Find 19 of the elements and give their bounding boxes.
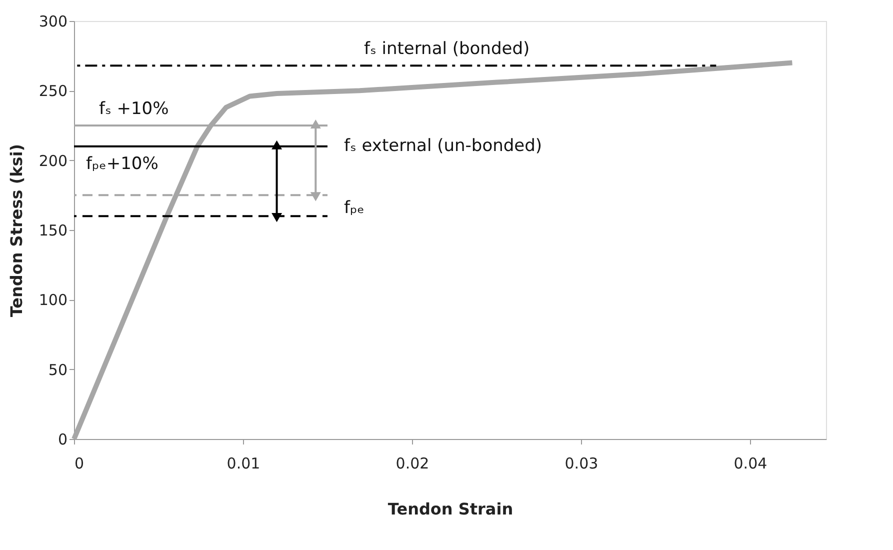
- annotation: fₛ +10%: [99, 99, 169, 119]
- y-tick-label: 0: [58, 430, 68, 448]
- y-axis-title: Tendon Stress (ksi): [6, 144, 26, 318]
- y-tick-label: 250: [38, 82, 68, 100]
- x-tick-label: 0.04: [734, 454, 768, 472]
- annotation: fₚₑ: [344, 198, 364, 218]
- annotation: fₛ external (un-bonded): [344, 136, 542, 156]
- x-tick-label: 0: [74, 454, 84, 472]
- x-axis-title: Tendon Strain: [388, 500, 514, 518]
- annotation: fₛ internal (bonded): [364, 39, 530, 59]
- annotation: fₚₑ+10%: [86, 154, 158, 174]
- x-tick-label: 0.03: [564, 454, 598, 472]
- y-tick-label: 150: [38, 222, 68, 240]
- y-tick-label: 50: [48, 360, 68, 379]
- y-tick-label: 300: [38, 12, 68, 30]
- y-tick-label: 100: [38, 291, 68, 310]
- x-tick-label: 0.01: [226, 454, 260, 472]
- x-tick-label: 0.02: [396, 454, 430, 472]
- y-tick-label: 200: [38, 152, 68, 170]
